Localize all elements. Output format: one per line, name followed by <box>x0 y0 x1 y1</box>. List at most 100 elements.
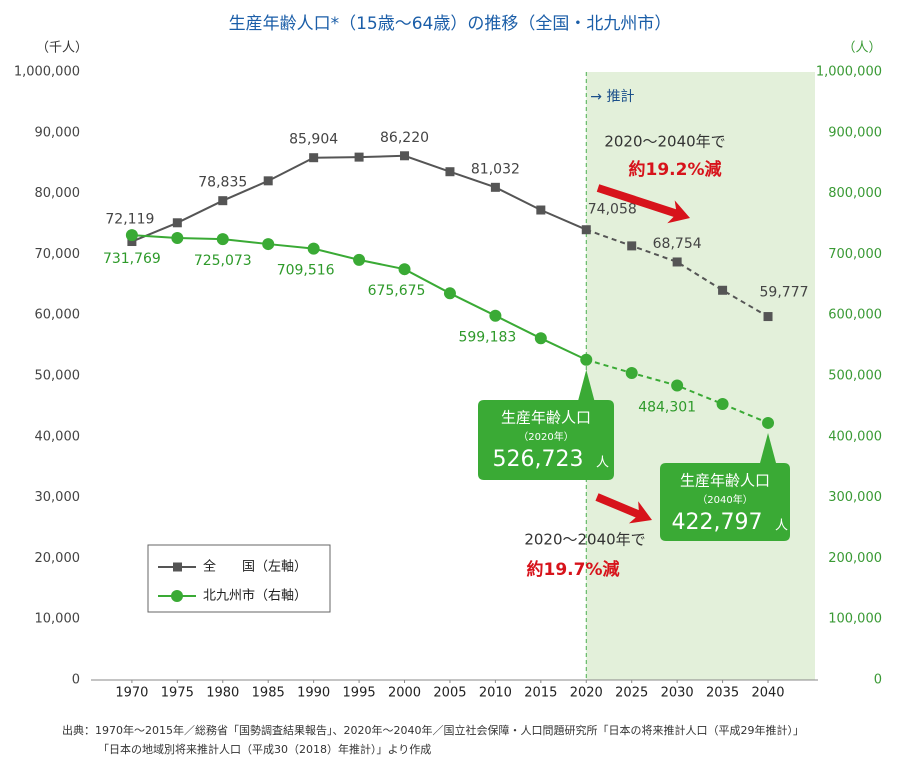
marker <box>536 205 546 215</box>
marker <box>489 309 502 322</box>
callout-box <box>660 432 790 541</box>
data-label: 731,769 <box>103 251 161 267</box>
callout-unit: 人 <box>775 519 788 534</box>
x-tick-label: 1990 <box>297 686 330 701</box>
y-tick-label: 40,000 <box>35 429 81 444</box>
x-tick-label: 1975 <box>161 686 194 701</box>
legend-box <box>147 544 331 613</box>
annotation: 2020～2040年で <box>604 133 725 151</box>
marker <box>762 416 775 429</box>
marker <box>445 167 455 177</box>
data-label: 85,904 <box>289 132 338 148</box>
legend-label: 全 国（左軸） <box>203 559 307 575</box>
marker <box>671 379 684 392</box>
marker <box>127 237 137 247</box>
y2-unit: （人） <box>842 41 881 56</box>
marker <box>443 287 456 300</box>
x-tick-label: 2035 <box>706 686 739 701</box>
y2-tick-label: 0 <box>874 673 882 688</box>
x-tick-label: 2025 <box>615 686 648 701</box>
data-label: 675,675 <box>368 283 426 299</box>
data-label: 709,516 <box>277 263 335 279</box>
data-label: 81,032 <box>471 161 520 177</box>
y2-tick-label: 1,000,000 <box>816 65 882 80</box>
marker <box>581 225 591 235</box>
marker <box>172 218 182 228</box>
legend-label: 北九州市（右軸） <box>203 588 307 604</box>
y-tick-label: 20,000 <box>35 551 81 566</box>
marker <box>627 241 637 251</box>
y-tick-label: 0 <box>72 673 80 688</box>
marker <box>490 182 500 192</box>
marker <box>398 263 411 276</box>
data-label: 725,073 <box>194 253 252 269</box>
y2-tick-label: 500,000 <box>828 369 882 384</box>
legend-marker <box>171 590 183 602</box>
x-tick-label: 1980 <box>206 686 239 701</box>
source: 出典：1970年～2015年／総務省「国勢調査結果報告」、2020年～2040年… <box>62 723 804 737</box>
x-tick-label: 2010 <box>479 686 512 701</box>
y2-tick-label: 400,000 <box>828 429 882 444</box>
y-tick-label: 1,000,000 <box>14 65 80 80</box>
y2-tick-label: 800,000 <box>828 186 882 201</box>
marker <box>718 285 728 295</box>
marker <box>309 153 319 163</box>
annotation: 2020～2040年で <box>524 531 645 549</box>
projection-area <box>586 72 815 680</box>
marker <box>400 151 410 161</box>
data-label: 599,183 <box>458 330 516 346</box>
x-tick-label: 2000 <box>388 686 421 701</box>
y-tick-label: 90,000 <box>35 125 81 140</box>
data-label: 74,058 <box>588 202 637 218</box>
x-tick-label: 2015 <box>524 686 557 701</box>
x-tick-label: 1985 <box>252 686 285 701</box>
y-unit: （千人） <box>36 41 88 56</box>
data-label: 484,301 <box>638 400 696 416</box>
data-label: 72,119 <box>105 212 154 228</box>
x-tick-label: 1970 <box>115 686 148 701</box>
x-tick-label: 1995 <box>343 686 376 701</box>
x-tick-label: 2040 <box>751 686 784 701</box>
marker <box>353 253 366 266</box>
y-tick-label: 70,000 <box>35 247 81 262</box>
y2-tick-label: 600,000 <box>828 308 882 323</box>
y2-tick-label: 200,000 <box>828 551 882 566</box>
marker <box>307 242 320 255</box>
marker <box>216 233 229 246</box>
y-tick-label: 80,000 <box>35 186 81 201</box>
legend-marker <box>173 562 182 572</box>
arrow <box>595 493 652 524</box>
callout-title: 生産年齢人口 <box>501 409 591 427</box>
callout-value: 422,797 <box>672 510 763 535</box>
marker <box>354 152 364 162</box>
data-label: 86,220 <box>380 130 429 146</box>
callout-box <box>478 369 614 480</box>
marker <box>672 257 682 267</box>
data-label: 59,777 <box>760 285 809 301</box>
annotation: 約19.7%減 <box>527 559 620 580</box>
callout: 生産年齢人口 （2040年） 422,797 人 <box>660 432 790 541</box>
x-tick-label: 2030 <box>661 686 694 701</box>
y-tick-label: 10,000 <box>35 612 81 627</box>
y-tick-label: 50,000 <box>35 369 81 384</box>
callout: 生産年齢人口 （2020年） 526,723 人 <box>478 369 614 480</box>
callout-year: （2040年） <box>697 493 752 506</box>
arrow <box>596 184 691 224</box>
callout-value: 526,723 <box>493 447 584 472</box>
chart-title: 生産年齢人口*（15歳～64歳）の推移（全国・北九州市） <box>229 14 672 34</box>
projection-label: → 推計 <box>590 89 634 105</box>
y-tick-label: 60,000 <box>35 308 81 323</box>
x-tick-label: 2005 <box>433 686 466 701</box>
data-label: 68,754 <box>653 236 702 252</box>
marker <box>262 238 275 251</box>
marker <box>580 353 593 366</box>
y2-tick-label: 700,000 <box>828 247 882 262</box>
marker <box>625 366 638 379</box>
marker <box>763 312 773 322</box>
callout-unit: 人 <box>596 456 609 471</box>
callout-year: （2020年） <box>518 430 573 443</box>
callout-title: 生産年齢人口 <box>680 472 770 490</box>
y2-tick-label: 900,000 <box>828 125 882 140</box>
data-label: 78,835 <box>198 175 247 191</box>
